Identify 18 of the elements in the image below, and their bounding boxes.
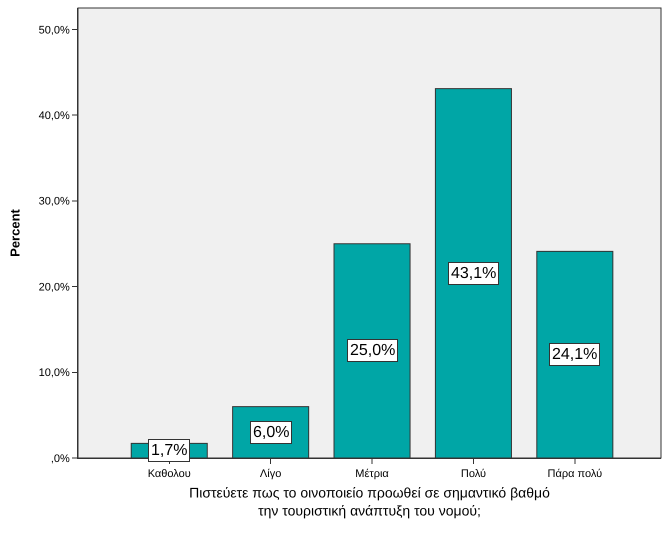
data-label: 1,7%: [151, 442, 188, 459]
y-tick-label: 30,0%: [38, 196, 70, 208]
y-tick-label: 40,0%: [38, 110, 70, 122]
y-tick-label: 20,0%: [38, 281, 70, 294]
y-tick-label: ,0%: [50, 452, 70, 465]
y-tick-label: 50,0%: [38, 24, 70, 36]
data-label: 6,0%: [253, 424, 290, 441]
y-tick-label: 10,0%: [38, 367, 70, 380]
x-tick-label: Λίγο: [260, 468, 282, 480]
y-axis-title: Percent: [8, 208, 23, 257]
x-tick-label: Πάρα πολύ: [548, 468, 602, 480]
x-tick-label: Καθολου: [148, 468, 191, 480]
data-label: 43,1%: [451, 265, 496, 282]
x-tick-label: Μέτρια: [355, 468, 390, 480]
x-tick-label: Πολύ: [460, 468, 486, 480]
data-label: 25,0%: [350, 342, 396, 359]
x-axis-title: Πιστεύετε πως το οινοποιείο προωθεί σε σημαντικό βαθμό την τουριστική ανάπτυξη του νομού;: [189, 484, 550, 519]
data-label: 24,1%: [552, 346, 598, 363]
